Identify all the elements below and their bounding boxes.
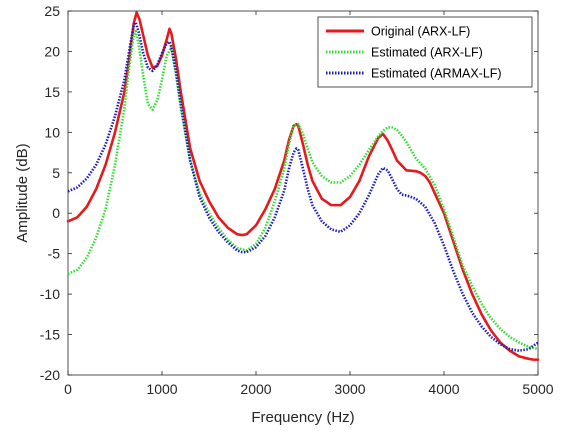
x-tick-label: 1000 (146, 381, 177, 397)
series-line-estimated-arx-lf (67, 29, 539, 351)
y-axis-label: Amplitude (dB) (14, 143, 31, 242)
y-tick-label: 5 (52, 165, 60, 181)
y-tick-label: 25 (44, 3, 60, 19)
x-axis-label: Frequency (Hz) (251, 409, 354, 426)
y-tick-label: -15 (40, 327, 60, 343)
x-tick-label: 4000 (428, 381, 459, 397)
y-tick-label: 10 (44, 124, 60, 140)
y-tick-label: -10 (40, 286, 60, 302)
y-tick-label: -20 (40, 367, 60, 383)
y-tick-label: 0 (52, 205, 60, 221)
legend: Original (ARX-LF) Estimated (ARX-LF) Est… (317, 16, 533, 88)
series-line-estimated-armax-lf (67, 21, 539, 353)
series-line-original-arx-lf (66, 11, 540, 361)
y-tick-label: 20 (44, 43, 60, 59)
x-tick-label: 2000 (240, 381, 271, 397)
x-tick-label: 0 (64, 381, 72, 397)
x-tick-label: 5000 (522, 381, 553, 397)
series-lines (66, 11, 540, 361)
axis-ticks: 0 1000 2000 3000 4000 5000 25 20 15 10 5 0 -5 -10 -15 -… (40, 3, 554, 397)
y-tick-label: 15 (44, 84, 60, 100)
x-tick-label: 3000 (334, 381, 365, 397)
legend-label-estimated-arx-lf: Estimated (ARX-LF) (371, 46, 483, 60)
legend-label-estimated-armax-lf: Estimated (ARMAX-LF) (371, 67, 502, 81)
legend-label-original-arx-lf: Original (ARX-LF) (371, 25, 470, 39)
y-tick-label: -5 (48, 246, 61, 262)
